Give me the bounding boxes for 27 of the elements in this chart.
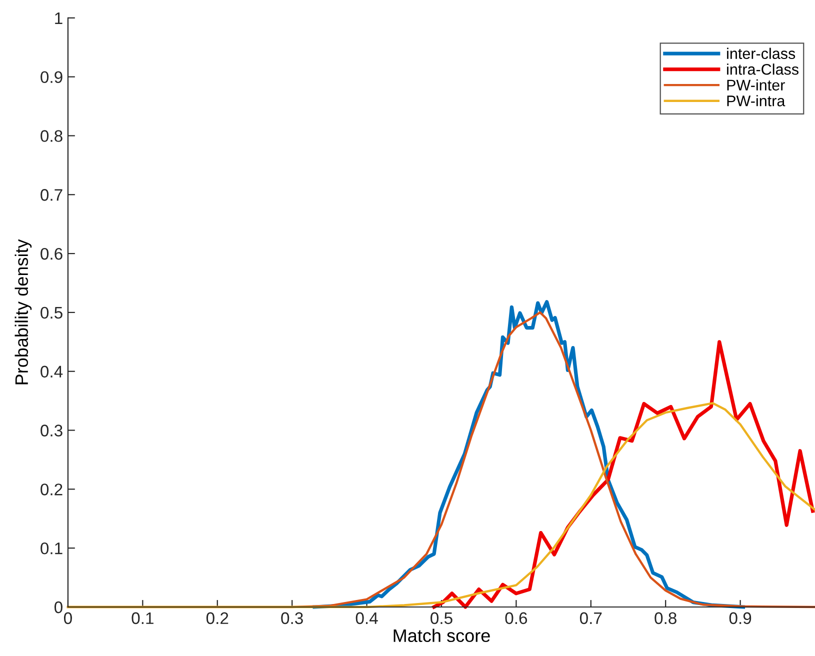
y-tick-label: 0.3 — [40, 424, 62, 436]
y-tick-label: 0.7 — [40, 189, 62, 201]
y-tick-label: 0.4 — [40, 366, 63, 378]
y-tick-label: 1 — [55, 12, 62, 24]
x-tick-label: 0.4 — [356, 612, 378, 624]
y-axis-title: Probability density — [14, 239, 32, 384]
y-tick-label: 0 — [54, 601, 62, 614]
x-tick-label: 0.8 — [654, 612, 676, 624]
y-tick-label: 0.5 — [40, 306, 62, 319]
x-tick-label: 0 — [64, 612, 72, 624]
x-tick-label: 0.6 — [505, 612, 528, 624]
y-tick-label: 0.9 — [40, 71, 62, 84]
legend-label: PW-intra — [727, 95, 786, 106]
x-tick-label: 0.1 — [132, 612, 154, 624]
y-tick-label: 0.6 — [40, 248, 62, 260]
legend-label: inter-class — [727, 48, 796, 60]
y-tick-label: 0.2 — [40, 484, 62, 496]
x-axis-title: Match score — [394, 628, 490, 642]
y-tick-label: 0.8 — [40, 130, 62, 142]
y-tick-label: 0.1 — [40, 542, 62, 554]
x-tick-label: 0.9 — [729, 612, 752, 624]
x-tick-label: 0.2 — [206, 612, 228, 624]
legend-label: intra-Class — [727, 64, 798, 75]
x-tick-label: 0.5 — [430, 612, 452, 624]
x-tick-label: 0.3 — [281, 612, 303, 624]
legend-label: PW-inter — [727, 79, 785, 91]
x-tick-label: 0.7 — [580, 612, 602, 624]
